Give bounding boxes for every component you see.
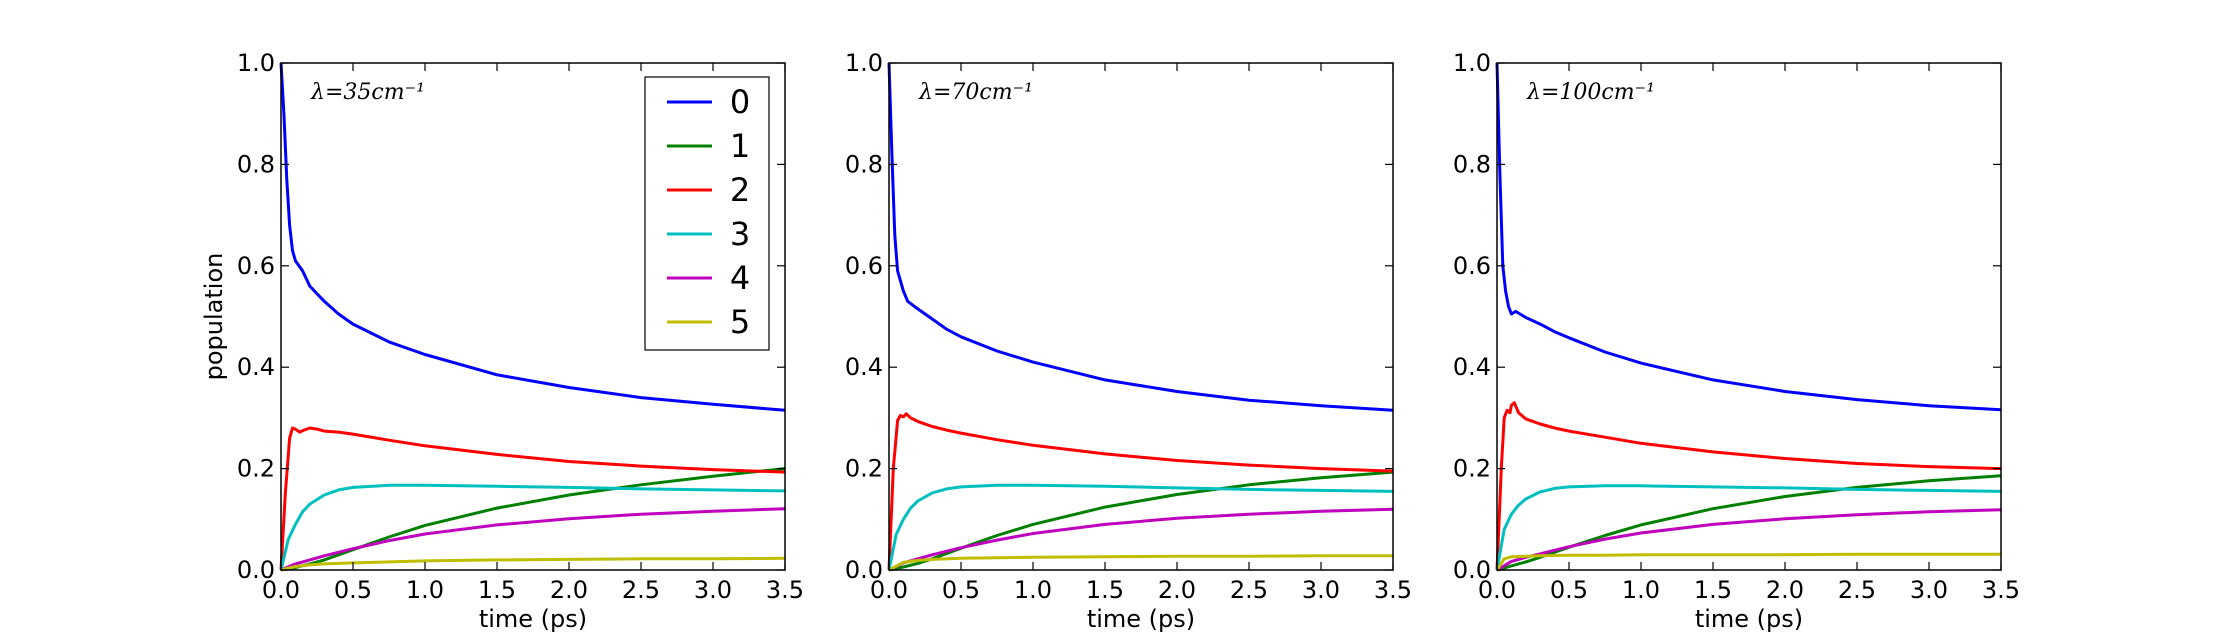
x-tick-label: 2.0: [550, 576, 588, 604]
y-tick-label: 0.4: [237, 353, 275, 381]
y-tick-label: 0.0: [237, 556, 275, 584]
x-tick-label: 3.0: [1910, 576, 1948, 604]
x-tick-label: 0.5: [1550, 576, 1588, 604]
x-tick-label: 1.0: [1622, 576, 1660, 604]
y-axis-label: population: [200, 253, 228, 381]
plot-area: [1497, 63, 2001, 570]
subplot-3: 0.0 0.5 1.0 1.5 2.0 2.5 3.0 3.5 0.0 0.2 0.4 0.6 0.8 1…: [1453, 49, 2020, 632]
series-line-1: [888, 470, 1394, 572]
series-line-4: [1496, 508, 2002, 572]
subplot-1: 0.0 0.5 1.0 1.5 2.0 2.5 3.0 3.5 0.0 0.2 0.4 0.6 0.8 1…: [200, 49, 804, 632]
series-line-4: [280, 507, 786, 572]
y-tick-label: 0.6: [1453, 252, 1491, 280]
x-tick-label: 3.5: [1982, 576, 2020, 604]
y-tick-label: 0.2: [845, 455, 883, 483]
y-tick-label: 0.0: [1453, 556, 1491, 584]
legend-label: 2: [730, 171, 750, 209]
y-tick-label: 0.4: [845, 353, 883, 381]
y-tick-label: 0.8: [845, 150, 883, 178]
x-tick-label: 1.0: [1014, 576, 1052, 604]
x-tick-label: 3.5: [766, 576, 804, 604]
series-line-2: [1495, 401, 2002, 571]
x-tick-label: 2.5: [1838, 576, 1876, 604]
subplot-2: 0.0 0.5 1.0 1.5 2.0 2.5 3.0 3.5 0.0 0.2 0.4 0.6 0.8 1…: [845, 49, 1412, 632]
axes-frame: [280, 62, 786, 571]
series-line-5: [888, 554, 1393, 572]
series-line-1: [1496, 474, 2002, 572]
legend-label: 3: [730, 215, 750, 253]
series-line-0: [279, 62, 786, 412]
legend-label: 5: [730, 303, 750, 341]
lambda-annotation: λ=35cm⁻¹: [310, 80, 425, 105]
y-tick-label: 0.4: [1453, 353, 1491, 381]
legend-label: 0: [730, 83, 750, 121]
y-tick-label: 0.6: [845, 252, 883, 280]
x-tick-label: 0.0: [262, 576, 300, 604]
series-line-2: [279, 426, 786, 571]
x-tick-label: 0.0: [870, 576, 908, 604]
x-tick-label: 2.5: [622, 576, 660, 604]
legend-label: 1: [730, 127, 750, 165]
x-tick-label: 3.0: [1302, 576, 1340, 604]
series-line-5: [1495, 552, 2001, 571]
series-line-0: [1495, 62, 2002, 412]
plot-area: [889, 63, 1393, 570]
x-axis-label: time (ps): [479, 605, 587, 632]
x-tick-label: 0.5: [942, 576, 980, 604]
y-tick-label: 0.6: [237, 252, 275, 280]
x-axis-label: time (ps): [1695, 605, 1803, 632]
y-tick-label: 0.2: [1453, 455, 1491, 483]
y-tick-label: 1.0: [237, 49, 275, 77]
series-line-3: [279, 483, 786, 571]
x-tick-label: 2.0: [1766, 576, 1804, 604]
lambda-annotation: λ=70cm⁻¹: [918, 80, 1033, 105]
y-tick-label: 0.8: [1453, 150, 1491, 178]
x-tick-label: 1.5: [1694, 576, 1732, 604]
legend: 0 1 2 3 4 5: [644, 76, 770, 351]
x-tick-label: 3.5: [1374, 576, 1412, 604]
series-line-5: [280, 556, 786, 572]
legend-box: [644, 76, 770, 351]
lambda-annotation: λ=100cm⁻¹: [1526, 80, 1655, 105]
series-line-0: [887, 62, 1394, 412]
axes-frame: [888, 62, 1394, 571]
x-axis-label: time (ps): [1087, 605, 1195, 632]
y-tick-label: 1.0: [845, 49, 883, 77]
x-tick-label: 0.5: [334, 576, 372, 604]
axes-frame: [1496, 62, 2002, 571]
x-tick-label: 0.0: [1478, 576, 1516, 604]
x-tick-label: 1.5: [478, 576, 516, 604]
x-tick-label: 1.5: [1086, 576, 1124, 604]
series-line-3: [887, 483, 1394, 571]
series-line-2: [887, 412, 1394, 571]
legend-label: 4: [730, 259, 750, 297]
y-tick-label: 0.8: [237, 150, 275, 178]
series-line-3: [1495, 484, 2002, 571]
x-tick-label: 2.5: [1230, 576, 1268, 604]
x-tick-label: 1.0: [406, 576, 444, 604]
x-tick-label: 2.0: [1158, 576, 1196, 604]
x-tick-label: 3.0: [694, 576, 732, 604]
y-tick-label: 0.2: [237, 455, 275, 483]
y-tick-label: 0.0: [845, 556, 883, 584]
y-tick-label: 1.0: [1453, 49, 1491, 77]
